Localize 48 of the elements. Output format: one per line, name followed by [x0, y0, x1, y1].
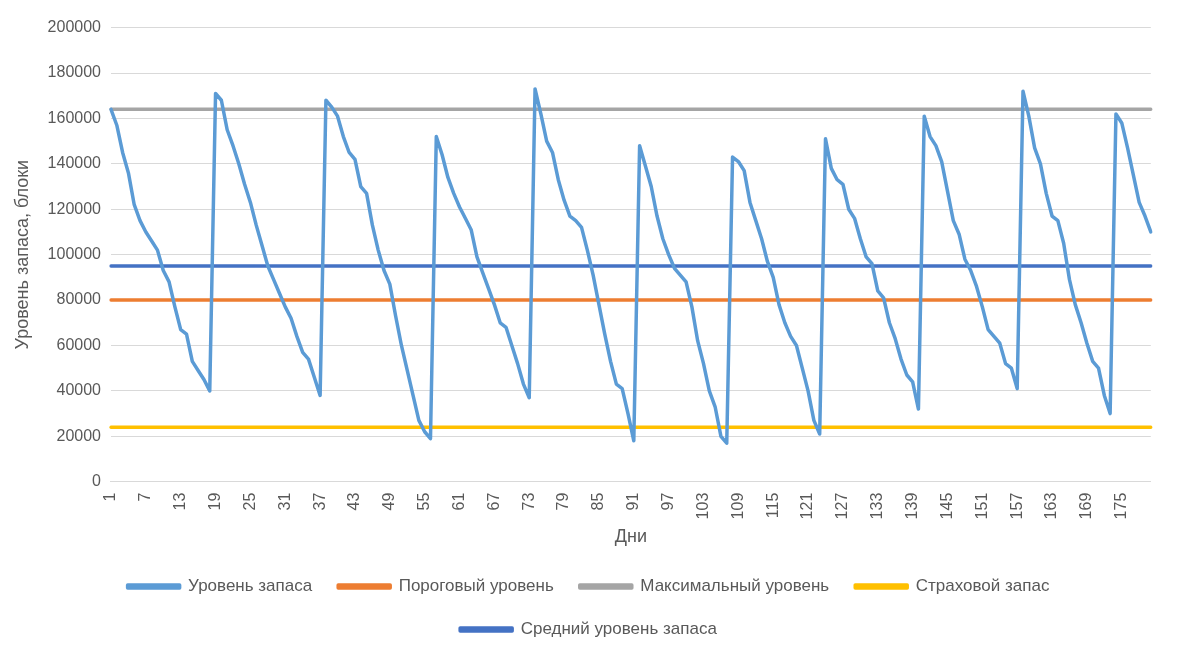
x-tick-label: 37	[310, 492, 328, 511]
x-tick-label: 121	[798, 492, 816, 520]
x-tick-label: 49	[380, 492, 398, 511]
x-tick-label: 25	[240, 492, 258, 511]
x-tick-label: 175	[1112, 492, 1130, 520]
y-tick-label: 120000	[47, 199, 102, 217]
y-tick-label: 140000	[47, 154, 102, 172]
x-tick-label: 31	[275, 492, 293, 511]
y-tick-label: 60000	[56, 335, 102, 353]
y-axis-title: Уровень запаса, блоки	[11, 159, 32, 350]
y-tick-label: 180000	[47, 63, 102, 81]
y-tick-label: 100000	[47, 245, 102, 263]
x-tick-label: 73	[519, 492, 537, 511]
x-tick-label: 139	[903, 492, 921, 520]
y-tick-label: 160000	[47, 108, 102, 126]
x-tick-label: 1	[101, 492, 119, 502]
x-tick-label: 109	[728, 492, 746, 520]
x-tick-label: 7	[136, 492, 154, 502]
y-tick-label: 80000	[56, 290, 102, 308]
legend-label: Пороговый уровень	[398, 576, 554, 596]
x-tick-label: 127	[833, 492, 851, 520]
x-tick-label: 145	[937, 492, 955, 520]
x-tick-label: 115	[763, 492, 781, 519]
x-tick-label: 61	[449, 492, 467, 511]
x-tick-label: 67	[484, 492, 502, 511]
x-axis-title: Дни	[614, 526, 647, 547]
legend-label: Уровень запаса	[188, 576, 313, 596]
x-tick-label: 55	[415, 492, 433, 511]
x-tick-label: 19	[205, 492, 223, 511]
x-tick-label: 133	[868, 492, 886, 520]
x-tick-label: 91	[624, 492, 642, 511]
y-tick-label: 0	[92, 472, 102, 490]
legend-label: Средний уровень запаса	[520, 619, 718, 639]
x-tick-label: 43	[345, 492, 363, 511]
x-tick-label: 85	[589, 492, 607, 511]
x-tick-label: 157	[1007, 492, 1025, 520]
x-tick-label: 163	[1042, 492, 1060, 520]
x-tick-label: 79	[554, 492, 572, 511]
y-tick-label: 40000	[56, 381, 102, 399]
legend-label: Страховой запас	[915, 576, 1050, 596]
legend-label: Максимальный уровень	[640, 576, 830, 596]
x-tick-label: 169	[1077, 492, 1095, 520]
x-tick-label: 151	[972, 492, 990, 520]
x-tick-label: 97	[659, 492, 677, 511]
y-tick-label: 20000	[56, 426, 102, 444]
x-tick-label: 13	[171, 492, 189, 511]
x-tick-label: 103	[693, 492, 711, 520]
y-tick-label: 200000	[47, 18, 102, 36]
